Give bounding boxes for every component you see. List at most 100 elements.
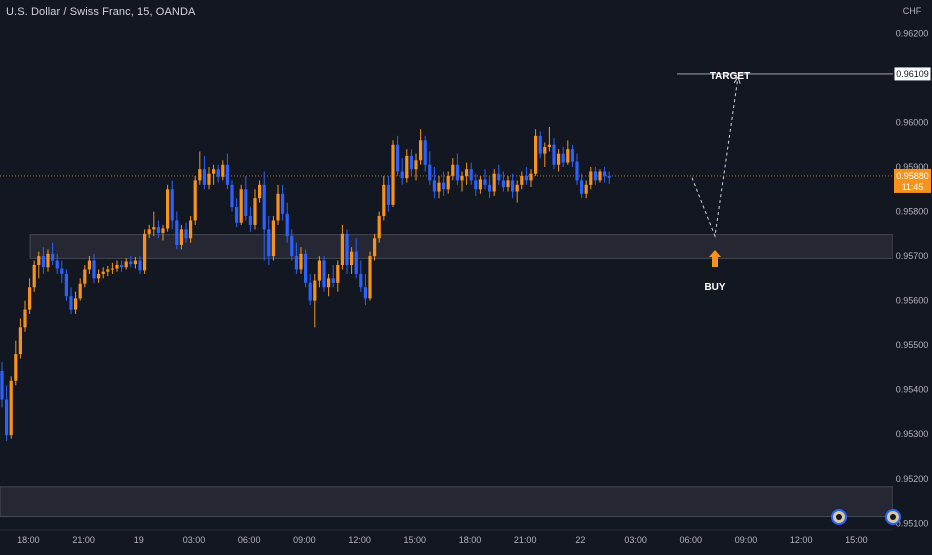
candles-layer[interactable] — [0, 126, 611, 441]
candle[interactable] — [276, 184, 280, 225]
candle[interactable] — [354, 238, 358, 279]
candle[interactable] — [492, 169, 496, 196]
candle[interactable] — [538, 131, 542, 159]
candle[interactable] — [437, 175, 441, 199]
candle[interactable] — [350, 247, 354, 274]
candle[interactable] — [152, 211, 156, 237]
candle[interactable] — [345, 229, 349, 274]
candle[interactable] — [101, 267, 105, 279]
candle[interactable] — [74, 291, 78, 314]
candle[interactable] — [561, 146, 565, 168]
candle[interactable] — [166, 184, 170, 232]
candle[interactable] — [465, 162, 469, 185]
candle[interactable] — [373, 233, 377, 261]
candle[interactable] — [299, 247, 303, 274]
candle[interactable] — [69, 287, 73, 314]
candle[interactable] — [216, 164, 220, 183]
candle[interactable] — [460, 171, 464, 192]
candle[interactable] — [396, 135, 400, 176]
candle[interactable] — [317, 256, 321, 288]
candle[interactable] — [51, 242, 55, 265]
candle[interactable] — [603, 167, 607, 183]
price-axis[interactable]: CHF 0.96200 0.96000 0.95900 0.95800 0.95700 0.… — [893, 0, 932, 550]
candle[interactable] — [584, 180, 588, 199]
candle[interactable] — [244, 175, 248, 221]
event-marker-icon[interactable] — [885, 509, 901, 525]
candle[interactable] — [143, 229, 147, 274]
candle[interactable] — [97, 269, 101, 283]
candle[interactable] — [221, 160, 225, 181]
candle[interactable] — [115, 260, 119, 272]
candle[interactable] — [78, 278, 82, 301]
candle[interactable] — [92, 253, 96, 283]
candle[interactable] — [193, 175, 197, 225]
candle[interactable] — [189, 216, 193, 243]
candle[interactable] — [451, 158, 455, 181]
candle[interactable] — [368, 251, 372, 301]
candle[interactable] — [598, 169, 602, 183]
candle[interactable] — [281, 184, 285, 221]
candle[interactable] — [607, 171, 611, 184]
candle[interactable] — [18, 318, 22, 359]
candle[interactable] — [327, 273, 331, 297]
candle[interactable] — [5, 385, 9, 441]
candle[interactable] — [60, 260, 64, 283]
candle[interactable] — [313, 273, 317, 328]
candle[interactable] — [322, 256, 326, 292]
candle[interactable] — [32, 260, 36, 292]
candle[interactable] — [529, 169, 533, 188]
candle[interactable] — [405, 149, 409, 183]
candle[interactable] — [262, 171, 266, 261]
candle[interactable] — [501, 171, 505, 192]
last-price-tag[interactable] — [894, 168, 931, 193]
candle[interactable] — [161, 224, 165, 241]
candle[interactable] — [566, 140, 570, 165]
candle[interactable] — [0, 362, 4, 408]
candle[interactable] — [207, 167, 211, 190]
candle[interactable] — [308, 273, 312, 306]
candle[interactable] — [524, 167, 528, 185]
buy-label[interactable]: BUY — [704, 282, 725, 293]
candle[interactable] — [9, 376, 13, 439]
candle[interactable] — [359, 260, 363, 292]
candle[interactable] — [41, 247, 45, 274]
candle[interactable] — [570, 144, 574, 168]
candle[interactable] — [304, 249, 308, 288]
candle[interactable] — [64, 269, 68, 301]
candle[interactable] — [400, 158, 404, 185]
candle[interactable] — [423, 135, 427, 172]
candle[interactable] — [129, 256, 133, 268]
candle[interactable] — [455, 153, 459, 185]
candle[interactable] — [474, 173, 478, 196]
candle[interactable] — [120, 260, 124, 272]
candle[interactable] — [55, 253, 59, 274]
candle[interactable] — [589, 167, 593, 190]
candle[interactable] — [469, 162, 473, 185]
candle[interactable] — [124, 258, 128, 270]
candle[interactable] — [37, 251, 41, 279]
candle[interactable] — [340, 224, 344, 270]
candle[interactable] — [14, 340, 18, 386]
candle[interactable] — [557, 149, 561, 172]
candle[interactable] — [377, 211, 381, 243]
candle[interactable] — [506, 175, 510, 192]
candle[interactable] — [110, 262, 114, 274]
candle[interactable] — [147, 224, 151, 239]
candle[interactable] — [253, 189, 257, 230]
candle[interactable] — [87, 256, 91, 274]
candle[interactable] — [511, 173, 515, 199]
candle[interactable] — [248, 207, 252, 232]
candle[interactable] — [336, 260, 340, 292]
candle[interactable] — [331, 265, 335, 288]
candle[interactable] — [483, 169, 487, 190]
candle[interactable] — [258, 180, 262, 203]
candle[interactable] — [106, 265, 110, 277]
candle[interactable] — [290, 229, 294, 261]
candle[interactable] — [478, 175, 482, 194]
candle[interactable] — [46, 249, 50, 272]
candle[interactable] — [133, 256, 137, 269]
candle[interactable] — [497, 164, 501, 185]
candle[interactable] — [239, 184, 243, 225]
candle[interactable] — [175, 211, 179, 250]
